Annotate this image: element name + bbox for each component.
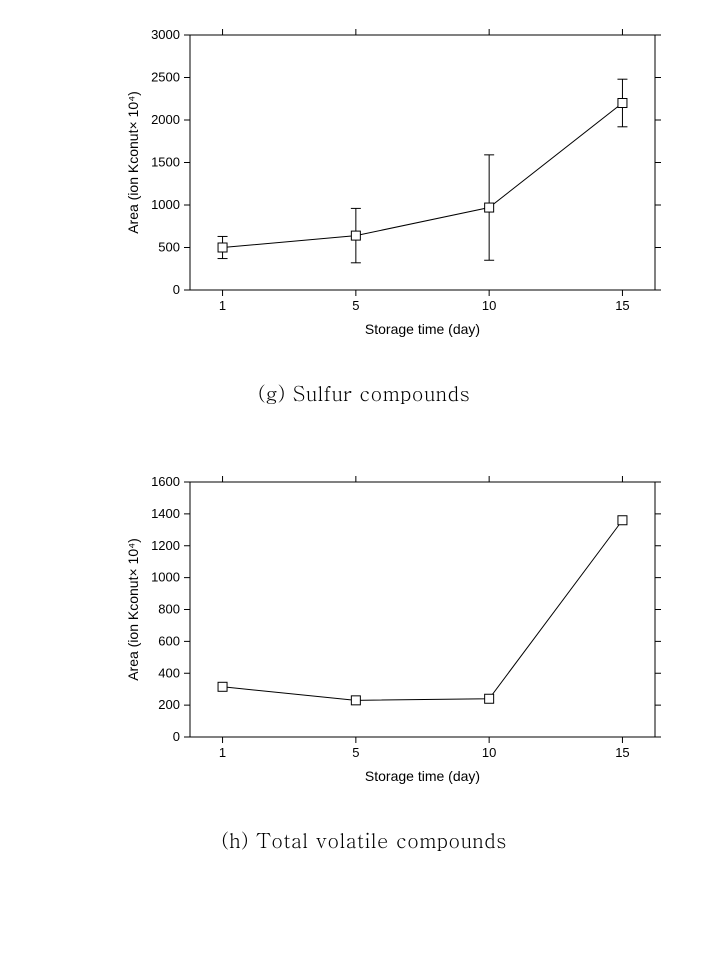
x-tick-label: 5: [352, 298, 359, 313]
data-marker: [218, 243, 227, 252]
figure-sulfur: 050010001500200025003000151015Storage ti…: [40, 20, 688, 407]
data-marker: [218, 682, 227, 691]
y-tick-label: 800: [158, 602, 180, 617]
y-tick-label: 1400: [151, 506, 180, 521]
x-tick-label: 1: [219, 298, 226, 313]
y-tick-label: 600: [158, 633, 180, 648]
x-tick-label: 15: [615, 745, 629, 760]
chart-svg: 02004006008001000120014001600151015Stora…: [115, 467, 675, 797]
data-marker: [618, 99, 627, 108]
caption-sulfur: (g) Sulfur compounds: [40, 378, 688, 407]
y-tick-label: 200: [158, 697, 180, 712]
x-tick-label: 10: [482, 298, 496, 313]
plot-frame: [190, 35, 655, 290]
y-tick-label: 1500: [151, 155, 180, 170]
y-tick-label: 0: [173, 729, 180, 744]
page: 050010001500200025003000151015Storage ti…: [0, 0, 728, 954]
y-tick-label: 1600: [151, 474, 180, 489]
x-tick-label: 1: [219, 745, 226, 760]
chart-total: 02004006008001000120014001600151015Stora…: [115, 467, 688, 797]
caption-total: (h) Total volatile compounds: [40, 825, 688, 854]
y-tick-label: 1200: [151, 538, 180, 553]
y-axis-label: Area (ion Kconut× 10⁴): [125, 91, 141, 234]
x-tick-label: 10: [482, 745, 496, 760]
y-axis-label: Area (ion Kconut× 10⁴): [125, 538, 141, 681]
figure-total: 02004006008001000120014001600151015Stora…: [40, 467, 688, 854]
y-tick-label: 1000: [151, 570, 180, 585]
x-tick-label: 5: [352, 745, 359, 760]
chart-sulfur: 050010001500200025003000151015Storage ti…: [115, 20, 688, 350]
chart-svg: 050010001500200025003000151015Storage ti…: [115, 20, 675, 350]
data-marker: [485, 203, 494, 212]
y-tick-label: 1000: [151, 197, 180, 212]
data-marker: [351, 231, 360, 240]
y-tick-label: 500: [158, 240, 180, 255]
plot-frame: [190, 482, 655, 737]
y-tick-label: 2000: [151, 112, 180, 127]
data-marker: [618, 516, 627, 525]
x-axis-label: Storage time (day): [365, 768, 480, 784]
y-tick-label: 0: [173, 282, 180, 297]
data-marker: [351, 696, 360, 705]
y-tick-label: 3000: [151, 27, 180, 42]
y-tick-label: 2500: [151, 70, 180, 85]
x-axis-label: Storage time (day): [365, 321, 480, 337]
x-tick-label: 15: [615, 298, 629, 313]
data-marker: [485, 694, 494, 703]
y-tick-label: 400: [158, 665, 180, 680]
